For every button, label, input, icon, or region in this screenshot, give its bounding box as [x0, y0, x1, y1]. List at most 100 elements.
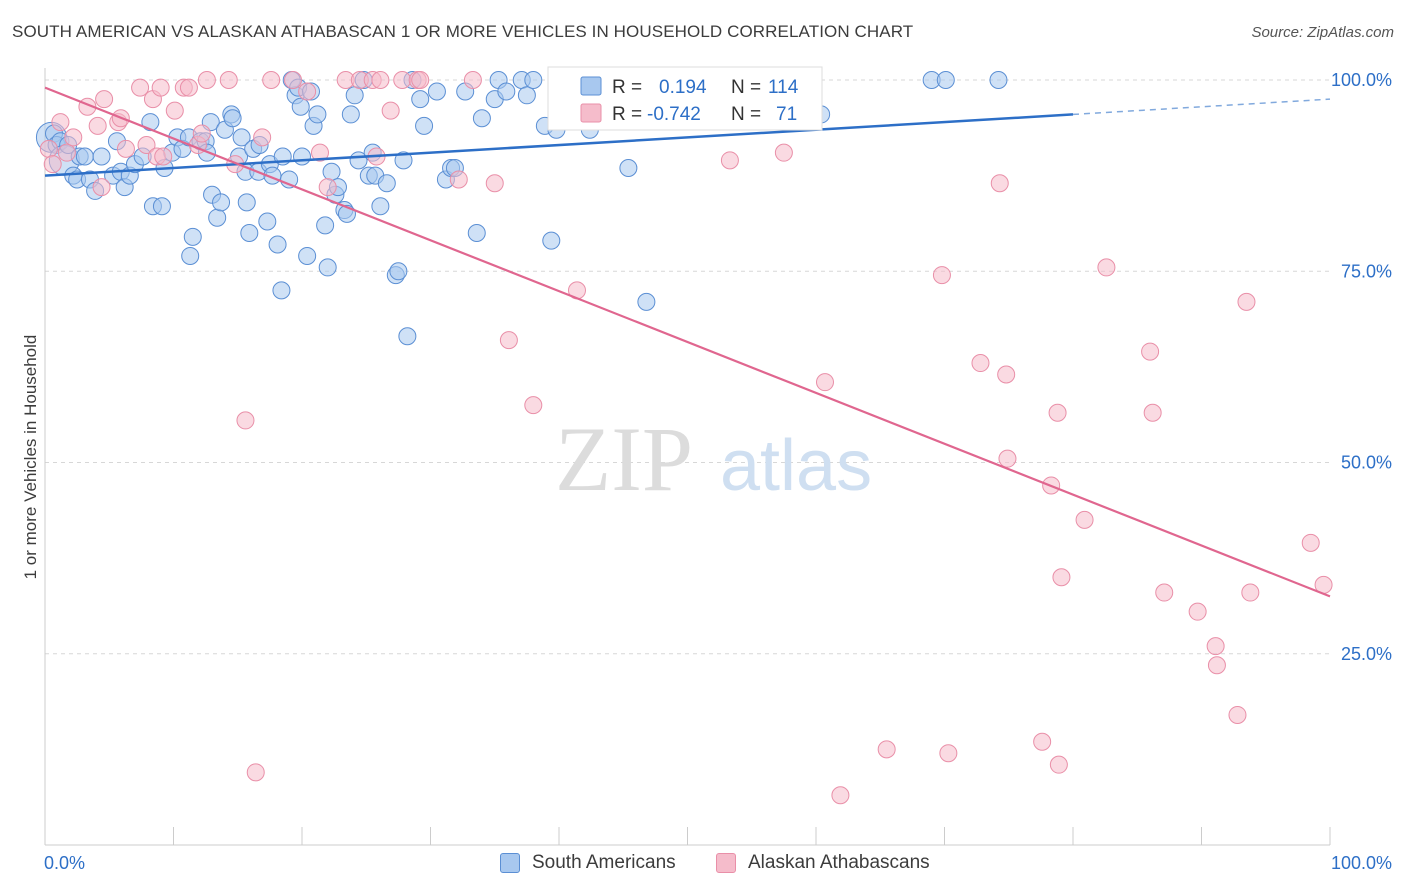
data-point [932, 266, 951, 285]
data-point [831, 786, 850, 805]
legend-n-value: 71 [776, 104, 797, 125]
bottom-legend: South Americans Alaskan Athabascans [0, 852, 1406, 878]
data-point [1141, 342, 1160, 361]
data-point [524, 71, 543, 89]
data-point [1188, 602, 1207, 621]
data-point [131, 78, 150, 97]
data-point [1228, 705, 1247, 724]
data-point [998, 449, 1017, 468]
legend-n-label: N = [731, 104, 761, 125]
legend-swatch-pink [716, 853, 736, 873]
bottom-legend-alaskan-athabascans: Alaskan Athabascans [716, 852, 930, 874]
x-tick-label: 100.0% [1331, 853, 1392, 873]
data-point [179, 78, 198, 97]
data-point [485, 174, 504, 193]
legend: R = 0.194 N = 114 R = -0.742 N = 71 [547, 66, 823, 131]
y-axis-label: 1 or more Vehicles in Household [21, 335, 40, 580]
data-point [411, 90, 430, 109]
data-point [467, 224, 486, 242]
data-point [1033, 732, 1052, 751]
data-point [141, 113, 160, 132]
data-point [345, 86, 364, 105]
data-point [39, 139, 58, 158]
y-tick-label: 25.0% [1341, 644, 1392, 664]
data-point [88, 116, 107, 135]
bottom-legend-label: South Americans [532, 852, 676, 873]
data-point [936, 71, 955, 89]
y-tick-label: 100.0% [1331, 70, 1392, 90]
data-point [472, 109, 491, 128]
data-point [411, 71, 430, 89]
data-point [258, 212, 277, 231]
data-point [298, 246, 317, 265]
data-point [236, 411, 255, 430]
data-point [371, 197, 390, 216]
trend-line-extension [1072, 98, 1331, 116]
data-point [137, 136, 156, 155]
data-point [223, 109, 242, 128]
data-point [542, 231, 561, 250]
data-point [720, 151, 739, 170]
data-point [499, 331, 518, 350]
data-point [165, 101, 184, 120]
data-point [284, 71, 303, 89]
x-tick-label: 0.0% [44, 853, 85, 873]
data-point [268, 235, 287, 254]
data-point [75, 147, 94, 166]
data-point [1052, 568, 1071, 587]
data-point [43, 155, 62, 174]
data-point [219, 71, 238, 89]
data-point [152, 197, 171, 216]
tick-labels: 100.0% 75.0% 50.0% 25.0% 0.0% 100.0% [44, 70, 1392, 873]
legend-r-label: R = [612, 104, 642, 125]
data-point [341, 105, 360, 124]
data-point [427, 82, 446, 101]
data-point [253, 128, 272, 147]
data-point [377, 174, 396, 193]
data-point [939, 744, 958, 763]
data-point [394, 151, 413, 170]
data-point [310, 143, 329, 162]
data-point [192, 124, 211, 143]
data-point [1155, 583, 1174, 602]
data-point [877, 740, 896, 759]
legend-swatch-pink [580, 103, 602, 123]
legend-swatch-blue [500, 853, 520, 873]
data-point [293, 147, 311, 166]
data-point [1097, 258, 1116, 277]
data-point [240, 224, 259, 242]
y-tick-label: 75.0% [1341, 261, 1392, 281]
data-point [237, 193, 256, 212]
data-point [497, 82, 516, 101]
data-point [92, 147, 111, 166]
data-point [64, 128, 83, 147]
bottom-legend-south-americans: South Americans [500, 852, 676, 874]
data-point [371, 71, 390, 89]
data-point [232, 128, 251, 147]
source-label: Source: ZipAtlas.com [1251, 24, 1394, 41]
data-point [1048, 403, 1067, 422]
data-point [92, 178, 111, 197]
legend-r-label: R = [612, 77, 642, 98]
data-point [272, 281, 291, 300]
trend-line-alaskan-athabascans [44, 86, 1331, 598]
trend-lines [44, 86, 1331, 598]
data-point [262, 71, 281, 89]
data-point [1241, 583, 1260, 602]
legend-r-value: -0.742 [647, 104, 701, 125]
data-point [389, 262, 408, 281]
watermark-zip: ZIP [555, 408, 693, 510]
data-point [208, 208, 227, 227]
legend-n-label: N = [731, 77, 761, 98]
data-point [1049, 755, 1068, 774]
data-point [415, 116, 434, 135]
data-point [393, 71, 412, 89]
data-point [815, 373, 834, 392]
data-point [1301, 533, 1320, 552]
data-point [1207, 656, 1226, 675]
data-point [197, 71, 216, 89]
data-point [524, 396, 543, 415]
data-point [989, 71, 1008, 89]
data-point [997, 365, 1016, 384]
